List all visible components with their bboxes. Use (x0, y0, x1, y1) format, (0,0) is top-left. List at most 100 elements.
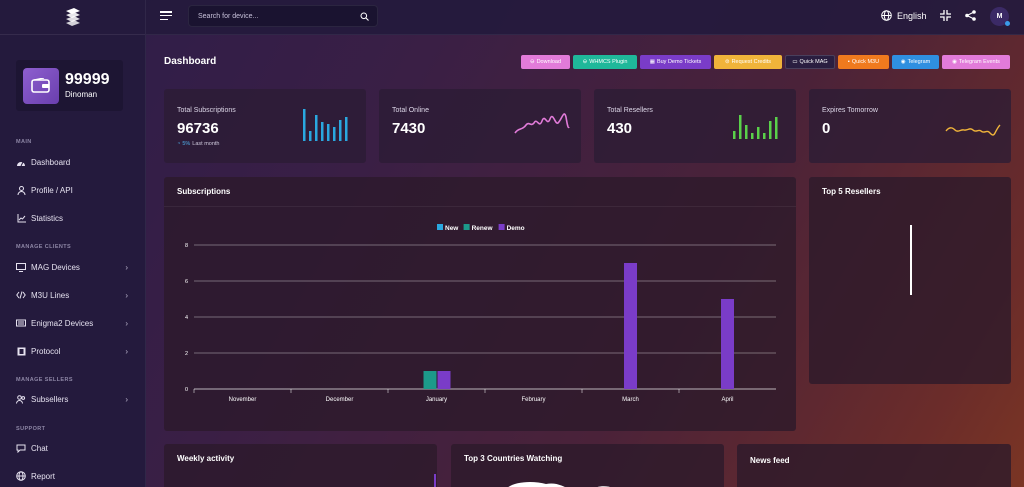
chevron-right-icon: › (125, 346, 128, 356)
y-tick-label: 6 (185, 279, 188, 285)
bar-demo (437, 371, 451, 389)
fullscreen-exit-icon[interactable] (940, 10, 951, 21)
x-tick-label: March (622, 397, 639, 403)
sidebar-item-mag-devices[interactable]: MAG Devices › (16, 260, 130, 274)
chevron-right-icon: › (125, 290, 128, 300)
y-tick-label: 0 (185, 387, 188, 393)
bar-demo (721, 299, 734, 389)
quick-mag-button[interactable]: ▭ Quick MAG (785, 55, 835, 69)
stat-trend: ◔ 5% Last month (177, 141, 220, 147)
card-title: Subscriptions (177, 187, 231, 196)
section-support: SUPPORT (16, 426, 46, 432)
sidebar: 99999 Dinoman MAIN Dashboard Profile / A… (0, 0, 146, 487)
menu-toggle-icon[interactable] (160, 11, 172, 21)
x-tick-label: April (721, 397, 733, 403)
news-feed-card: News feed (737, 444, 1011, 487)
sidebar-item-m3u-lines[interactable]: M3U Lines › (16, 288, 130, 302)
stat-card-total-subscriptions: Total Subscriptions 96736 ◔ 5% Last mont… (164, 89, 366, 163)
trend-label: Last month (192, 141, 220, 147)
section-main: MAIN (16, 139, 32, 145)
subscriptions-card: Subscriptions New Renew Demo 0 2 4 6 8 November D… (164, 177, 796, 431)
search-input[interactable]: Search for device... (188, 5, 378, 27)
subscriptions-chart: New Renew Demo 0 2 4 6 8 November December January… (185, 224, 776, 403)
sidebar-item-report[interactable]: Report (16, 469, 130, 483)
credit-balance: 99999 (65, 71, 110, 88)
trend-percent: 5% (182, 141, 191, 147)
top-resellers-card: Top 5 Resellers (809, 177, 1011, 384)
credits-icon: ⊜ (724, 59, 730, 65)
world-map-icon (508, 482, 610, 487)
topbar: Search for device... English M (146, 0, 1024, 35)
quick-m3u-button[interactable]: ▪ Quick M3U (838, 55, 889, 69)
sidebar-item-chat[interactable]: Chat (16, 441, 130, 455)
chat-icon (16, 443, 26, 453)
sidebar-item-protocol[interactable]: Protocol › (16, 344, 130, 358)
chevron-right-icon: › (125, 262, 128, 272)
sparkline-bars (303, 109, 348, 141)
buy-demo-tickets-button[interactable]: ▦ Buy Demo Tickets (640, 55, 711, 69)
sidebar-item-profile[interactable]: Profile / API (16, 183, 130, 197)
sidebar-item-subsellers[interactable]: Subsellers › (16, 392, 130, 406)
sidebar-item-label: Subsellers (31, 394, 69, 404)
globe-icon (16, 471, 26, 481)
avatar[interactable]: M (990, 7, 1010, 26)
telegram-events-button[interactable]: ◉ Telegram Events (942, 55, 1010, 69)
file-icon: ▪ (847, 59, 850, 65)
search-icon[interactable] (360, 12, 369, 21)
chevron-right-icon: › (125, 394, 128, 404)
stat-label: Total Subscriptions (177, 107, 236, 114)
share-icon[interactable] (965, 10, 976, 21)
sidebar-item-dashboard[interactable]: Dashboard (16, 155, 130, 169)
sparkline-bars (733, 115, 778, 139)
legend-swatch (463, 224, 470, 230)
users-icon (16, 394, 26, 404)
receiver-icon (16, 318, 26, 328)
weekly-activity-card: Weekly activity (164, 444, 437, 487)
sidebar-item-enigma2-devices[interactable]: Enigma2 Devices › (16, 316, 130, 330)
sidebar-item-label: Protocol (31, 346, 61, 356)
top-countries-card: Top 3 Countries Watching (451, 444, 724, 487)
legend-swatch (437, 224, 443, 230)
download-button[interactable]: ⊖ Download (521, 55, 570, 69)
stat-value: 7430 (392, 120, 426, 137)
monitor-icon: ▭ (792, 59, 798, 65)
wallet-icon (23, 67, 59, 104)
username: Dinoman (65, 90, 98, 99)
sidebar-item-statistics[interactable]: Statistics (16, 211, 130, 225)
loading-indicator (910, 225, 912, 295)
page-title: Dashboard (164, 56, 217, 67)
sidebar-item-label: Enigma2 Devices (31, 318, 94, 328)
stat-label: Total Online (392, 107, 429, 114)
section-manage-sellers: MANAGE SELLERS (16, 377, 73, 383)
logo[interactable] (0, 0, 145, 35)
sidebar-item-label: Profile / API (31, 185, 73, 195)
sidebar-item-label: Dashboard (31, 157, 71, 167)
language-label: English (897, 10, 927, 21)
legend-label: New (445, 225, 459, 232)
plugin-icon: ⊖ (582, 59, 588, 65)
bar-renew (423, 371, 437, 389)
monitor-icon (16, 262, 26, 272)
whmcs-plugin-button[interactable]: ⊖ WHMCS Plugin (573, 55, 637, 69)
stat-label: Total Resellers (607, 107, 653, 114)
line-chart-icon (16, 213, 26, 223)
user-icon (16, 185, 26, 195)
x-tick-label: November (229, 397, 257, 403)
film-icon (16, 346, 26, 356)
legend-label: Renew (472, 225, 494, 232)
stat-card-total-online: Total Online 7430 (379, 89, 581, 163)
stat-value: 96736 (177, 120, 219, 137)
sidebar-item-label: Chat (31, 443, 48, 453)
bar-demo (624, 263, 637, 389)
code-icon (16, 290, 26, 300)
sidebar-item-label: M3U Lines (31, 290, 70, 300)
x-tick-label: February (521, 397, 545, 403)
legend-label: Demo (507, 225, 525, 232)
y-tick-label: 4 (185, 315, 188, 321)
telegram-button[interactable]: ◉ Telegram (892, 55, 939, 69)
stat-label: Expires Tomorrow (822, 107, 878, 114)
ticket-icon: ▦ (649, 59, 655, 65)
brand-logo-icon (65, 8, 80, 26)
request-credits-button[interactable]: ⊜ Request Credits (714, 55, 782, 69)
language-selector[interactable]: English (881, 10, 927, 21)
